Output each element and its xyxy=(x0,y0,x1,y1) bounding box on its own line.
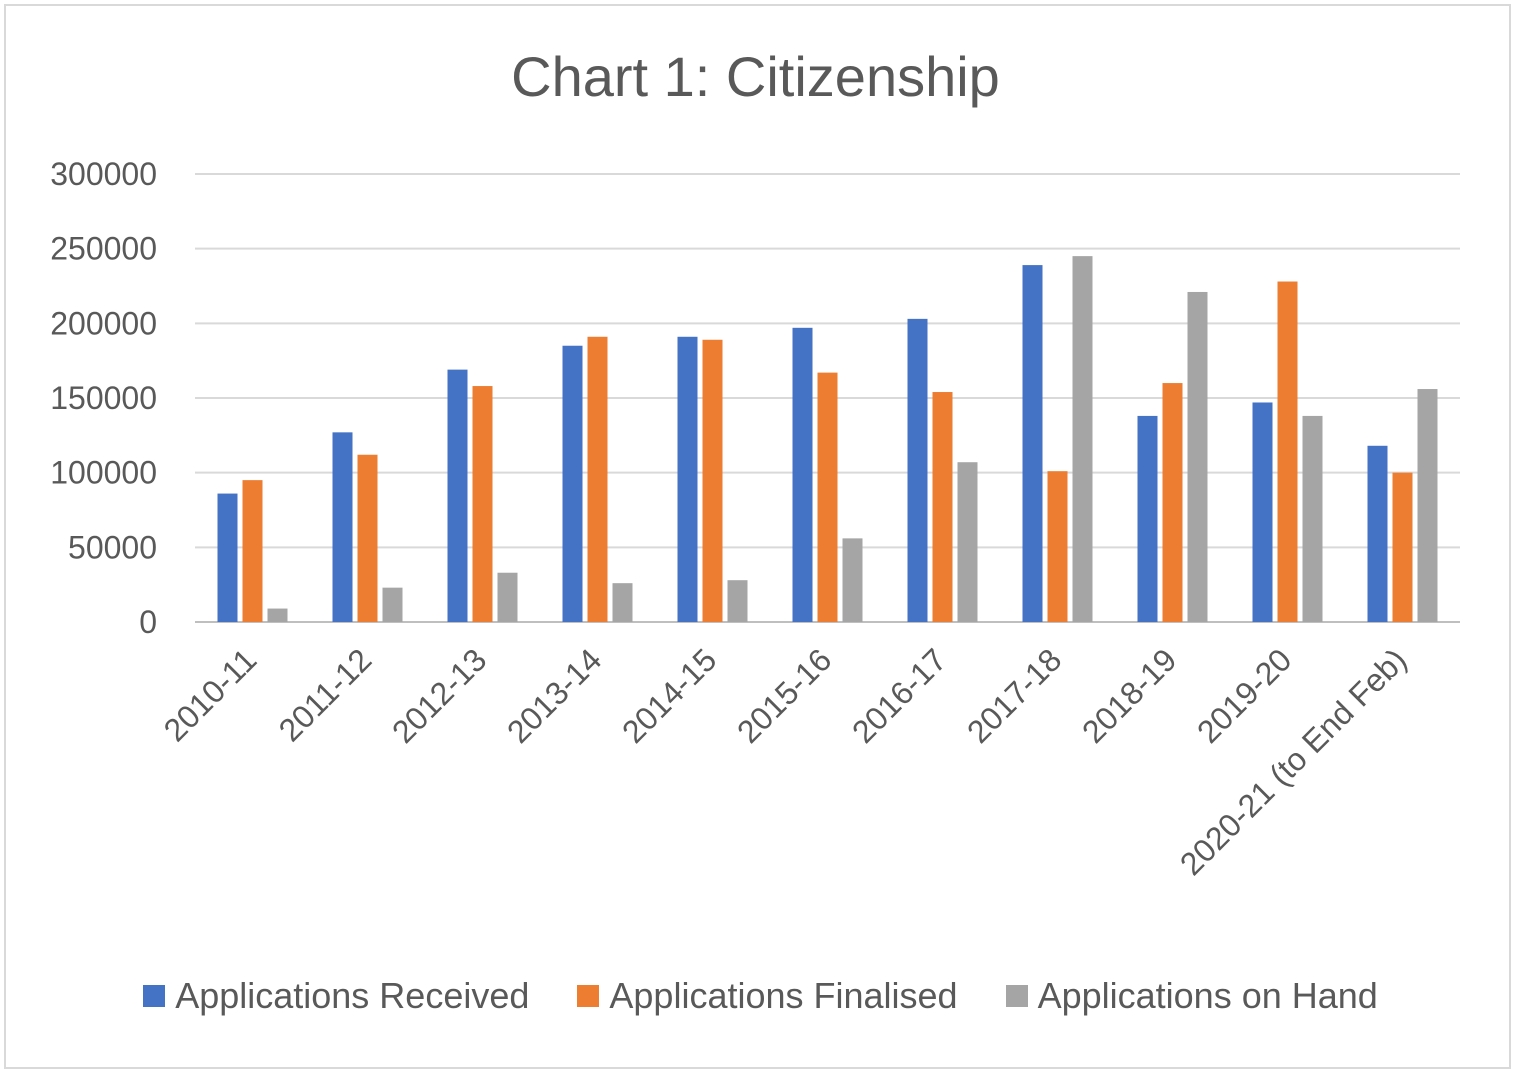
bar-applications-finalised xyxy=(472,386,493,622)
y-axis-ticks: 0 50000 100000 150000 200000 250000 300000 xyxy=(50,156,157,640)
bar-applications-received xyxy=(562,345,583,622)
bar-applications-received xyxy=(1022,265,1043,622)
legend-label: Applications on Hand xyxy=(1037,975,1378,1016)
x-tick-label: 2013-14 xyxy=(500,641,608,749)
bar-applications-finalised xyxy=(932,392,953,622)
bars xyxy=(217,256,1438,622)
chart-title: Chart 1: Citizenship xyxy=(511,45,1000,108)
bar-applications-received xyxy=(1137,415,1158,622)
x-tick-label: 2020-21 (to End Feb) xyxy=(1173,641,1414,882)
bar-applications-received xyxy=(217,493,238,622)
bar-applications-received xyxy=(677,336,698,622)
bar-applications-finalised xyxy=(1277,281,1298,622)
y-tick-label: 200000 xyxy=(50,305,157,341)
legend: Applications Received Applications Finali… xyxy=(0,975,1521,1017)
bar-applications-finalised xyxy=(242,480,263,622)
bar-applications-received xyxy=(1252,402,1273,622)
x-tick-label: 2010-11 xyxy=(157,641,264,748)
legend-label: Applications Finalised xyxy=(609,975,958,1016)
y-tick-label: 50000 xyxy=(68,529,157,565)
y-tick-label: 300000 xyxy=(50,156,157,192)
legend-swatch xyxy=(1005,985,1028,1007)
y-tick-label: 150000 xyxy=(50,380,157,416)
bar-applications-received xyxy=(907,318,928,622)
bar-applications-on-hand xyxy=(382,587,403,622)
x-tick-label: 2017-18 xyxy=(960,641,1068,749)
y-tick-label: 100000 xyxy=(50,455,157,491)
y-tick-label: 0 xyxy=(139,604,157,640)
bar-applications-received xyxy=(332,432,353,622)
legend-label: Applications Received xyxy=(175,975,530,1016)
bar-applications-finalised xyxy=(1162,383,1183,622)
bar-applications-on-hand xyxy=(727,580,748,622)
y-tick-label: 250000 xyxy=(50,231,157,267)
bar-applications-on-hand xyxy=(1417,389,1438,622)
bar-applications-received xyxy=(792,327,813,622)
bar-applications-received xyxy=(1367,445,1388,622)
legend-swatch xyxy=(577,985,600,1007)
x-tick-label: 2011-12 xyxy=(272,641,379,748)
bar-applications-finalised xyxy=(817,372,838,622)
bar-applications-finalised xyxy=(1047,471,1068,622)
x-tick-label: 2019-20 xyxy=(1190,641,1298,749)
x-tick-label: 2012-13 xyxy=(385,641,493,749)
bar-applications-on-hand xyxy=(612,583,633,622)
legend-item: Applications Received xyxy=(143,975,529,1017)
bar-applications-on-hand xyxy=(1072,256,1093,622)
bar-applications-on-hand xyxy=(1302,415,1323,622)
bar-applications-on-hand xyxy=(842,538,863,622)
bar-applications-on-hand xyxy=(1187,291,1208,622)
x-axis-ticks: 2010-11 2011-12 2012-13 2013-14 2014-15 2015-… xyxy=(157,641,1414,882)
bar-applications-finalised xyxy=(1392,472,1413,622)
x-tick-label: 2015-16 xyxy=(730,641,838,749)
bar-applications-on-hand xyxy=(267,608,288,622)
bar-applications-finalised xyxy=(587,336,608,622)
bar-applications-on-hand xyxy=(497,572,518,622)
legend-item: Applications Finalised xyxy=(577,975,958,1017)
x-tick-label: 2014-15 xyxy=(615,641,723,749)
bar-applications-received xyxy=(447,369,468,622)
legend-swatch xyxy=(143,985,166,1007)
x-tick-label: 2018-19 xyxy=(1075,641,1183,749)
x-tick-label: 2016-17 xyxy=(845,641,953,749)
legend-item: Applications on Hand xyxy=(1005,975,1378,1017)
bar-applications-on-hand xyxy=(957,462,978,622)
bar-applications-finalised xyxy=(702,339,723,622)
bar-applications-finalised xyxy=(357,454,378,622)
